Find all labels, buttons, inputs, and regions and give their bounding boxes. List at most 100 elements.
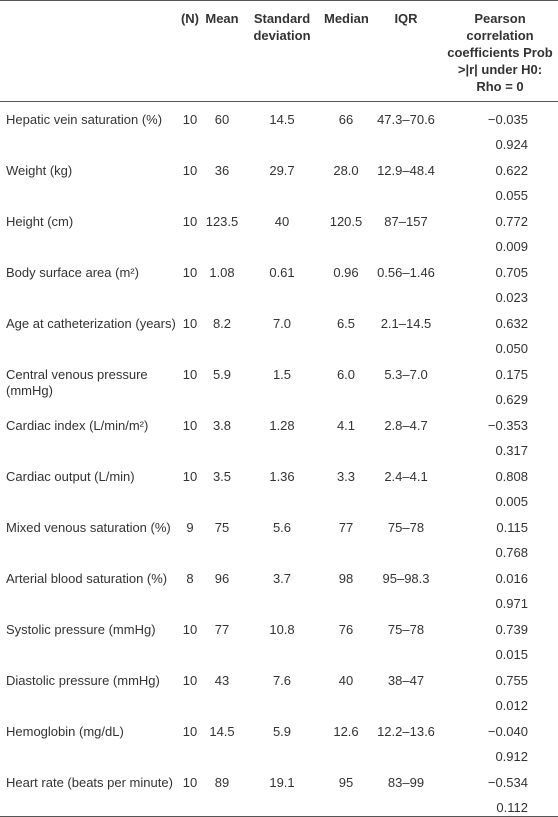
header-cell: Median <box>322 0 370 102</box>
table-row: Body surface area (m²) 10 1.08 0.61 0.96 0.56… <box>0 255 558 306</box>
cell: 3.7 <box>272 571 292 586</box>
correlation-r: 0.632 <box>495 316 528 331</box>
cell: 1.5 <box>272 367 292 382</box>
correlation-r: −0.534 <box>487 775 528 790</box>
cell: 5.3–7.0 <box>384 367 428 382</box>
cell: 10 <box>182 622 198 637</box>
cell: 75 <box>214 520 230 535</box>
row-label: Hemoglobin (mg/dL) <box>6 724 124 739</box>
cell: 7.0 <box>272 316 292 331</box>
correlation-r: −0.035 <box>487 112 528 127</box>
header-cell <box>0 0 178 102</box>
cell: 96 <box>214 571 230 586</box>
pearson-cell: 0.772 0.009 <box>442 204 558 255</box>
cell: 10 <box>182 316 198 331</box>
table-row: Heart rate (beats per minute) 10 89 19.1 95 8… <box>0 765 558 817</box>
cell: 2.4–4.1 <box>384 469 428 484</box>
cell: 40 <box>274 214 290 229</box>
p-value: 0.971 <box>495 596 528 611</box>
cell: 36 <box>214 163 230 178</box>
p-value: 0.912 <box>495 749 528 764</box>
pearson-cell: 0.016 0.971 <box>442 561 558 612</box>
cell: 10 <box>182 265 198 280</box>
cell: 10 <box>182 724 198 739</box>
cell: 3.8 <box>212 418 232 433</box>
cell: 10 <box>182 163 198 178</box>
pearson-cell: 0.739 0.015 <box>442 612 558 663</box>
table-row: Hepatic vein saturation (%) 10 60 14.5 66 47.… <box>0 102 558 154</box>
row-label: Diastolic pressure (mmHg) <box>6 673 160 688</box>
p-value: 0.009 <box>495 239 528 254</box>
cell: 3.3 <box>336 469 356 484</box>
cell: 75–78 <box>387 520 425 535</box>
table-row: Central venous pressure (mmHg) 10 5.9 1.5 6.… <box>0 357 558 408</box>
pearson-cell: −0.534 0.112 <box>442 765 558 817</box>
correlation-r: 0.705 <box>495 265 528 280</box>
cell: 5.6 <box>272 520 292 535</box>
cell: 19.1 <box>242 765 322 817</box>
cell: 10 <box>182 367 198 382</box>
table-row: Cardiac output (L/min) 10 3.5 1.36 3.3 2.4–4.… <box>0 459 558 510</box>
cell: 1.36 <box>269 469 295 484</box>
cell: 2.8–4.7 <box>384 418 428 433</box>
pearson-cell: −0.353 0.317 <box>442 408 558 459</box>
cell: 7.6 <box>272 673 292 688</box>
pearson-cell: 0.632 0.050 <box>442 306 558 357</box>
cell: 43 <box>214 673 230 688</box>
row-label: Hepatic vein saturation (%) <box>6 112 163 127</box>
cell: 8 <box>186 571 194 586</box>
cell: 77 <box>214 622 230 637</box>
correlation-r: 0.115 <box>496 520 528 535</box>
p-value: 0.015 <box>495 647 528 662</box>
p-value: 0.012 <box>495 698 528 713</box>
cell: 6.5 <box>336 316 356 331</box>
table-row: Systolic pressure (mmHg) 10 77 10.8 76 75–78 0… <box>0 612 558 663</box>
cell: 123.5 <box>205 214 239 229</box>
cell: 83–99 <box>370 765 442 817</box>
cell: 10 <box>182 673 198 688</box>
cell: 12.2–13.6 <box>377 724 435 739</box>
pearson-cell: 0.755 0.012 <box>442 663 558 714</box>
correlation-r: 0.772 <box>495 214 528 229</box>
cell: 29.7 <box>269 163 295 178</box>
cell: 14.5 <box>269 112 295 127</box>
cell: 5.9 <box>272 724 292 739</box>
cell: 10 <box>182 112 198 127</box>
cell: 76 <box>338 622 354 637</box>
correlation-r: 0.175 <box>495 367 528 382</box>
correlation-r: −0.040 <box>487 724 528 739</box>
p-value: 0.629 <box>495 392 528 407</box>
correlation-r: 0.739 <box>495 622 528 637</box>
header-cell: IQR <box>370 0 442 102</box>
header-cell: Standard deviation <box>242 0 322 102</box>
pearson-cell: 0.175 0.629 <box>442 357 558 408</box>
pearson-cell: 0.115 0.768 <box>442 510 558 561</box>
table-row: Height (cm) 10 123.5 40 120.5 87–157 0.772 0.00… <box>0 204 558 255</box>
cell: 9 <box>186 520 194 535</box>
cell: 10 <box>182 418 198 433</box>
row-label: Age at catheterization (years) <box>6 316 176 331</box>
cell: 1.28 <box>269 418 295 433</box>
cell: 3.5 <box>212 469 232 484</box>
row-label: Arterial blood saturation (%) <box>6 571 168 586</box>
row-label: Mixed venous saturation (%) <box>6 520 171 535</box>
pearson-cell: −0.035 0.924 <box>442 102 558 154</box>
cell: 8.2 <box>212 316 232 331</box>
header-cell: Mean <box>202 0 242 102</box>
row-label: Heart rate (beats per minute) <box>0 765 178 817</box>
header-row: (N) Mean Standard deviation Median IQR Pearso… <box>0 0 558 102</box>
cell: 12.9–48.4 <box>377 163 435 178</box>
cell: 2.1–14.5 <box>380 316 432 331</box>
correlation-r: 0.622 <box>495 163 528 178</box>
pearson-cell: 0.705 0.023 <box>442 255 558 306</box>
p-value: 0.924 <box>495 137 528 152</box>
p-value: 0.023 <box>495 290 528 305</box>
cell: 77 <box>338 520 354 535</box>
row-label: Body surface area (m²) <box>6 265 139 280</box>
cell: 10 <box>182 469 198 484</box>
cell: 38–47 <box>387 673 425 688</box>
table-row: Mixed venous saturation (%) 9 75 5.6 77 75–78… <box>0 510 558 561</box>
cell: 14.5 <box>209 724 235 739</box>
cell: 6.0 <box>336 367 356 382</box>
